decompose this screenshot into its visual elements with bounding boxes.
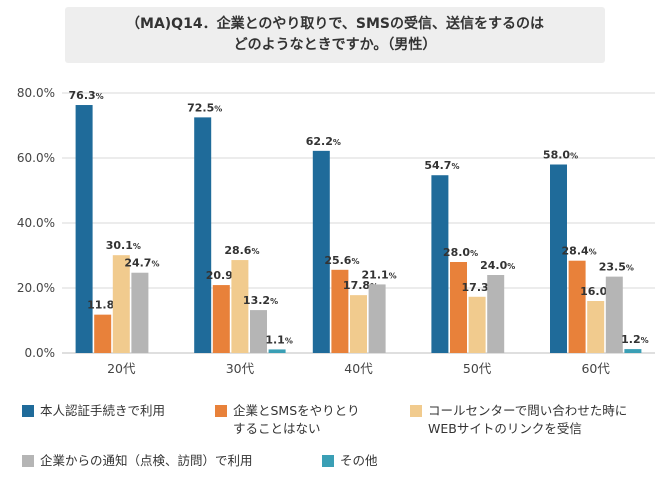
legend-label: コールセンターで問い合わせた時に WEBサイトのリンクを受信 bbox=[428, 403, 628, 436]
x-tick-label: 50代 bbox=[463, 361, 492, 376]
bar bbox=[131, 272, 149, 353]
chart-title-line-2: どのようなときですか。（男性） bbox=[233, 37, 437, 53]
bar bbox=[75, 105, 93, 354]
data-label: 30.1% bbox=[106, 239, 141, 252]
bar bbox=[468, 296, 486, 353]
data-label: 58.0% bbox=[543, 149, 578, 162]
legend-swatch bbox=[322, 455, 334, 467]
bar bbox=[568, 260, 586, 353]
data-label: 25.6% bbox=[324, 254, 359, 267]
bar bbox=[250, 310, 267, 353]
legend-label: 本人認証手続きで利用 bbox=[40, 403, 166, 418]
data-label: 13.2% bbox=[243, 294, 278, 307]
bar bbox=[94, 314, 112, 353]
bar bbox=[487, 275, 505, 353]
data-label: 21.1% bbox=[362, 268, 397, 281]
legend-swatch bbox=[22, 405, 34, 417]
legend-label: 企業とSMSをやりとり することはない bbox=[233, 403, 360, 436]
x-tick-label: 40代 bbox=[344, 361, 373, 376]
data-label: 72.5% bbox=[187, 101, 222, 114]
bar bbox=[450, 262, 467, 353]
bar bbox=[212, 285, 230, 353]
y-tick-label: 60.0% bbox=[17, 151, 55, 165]
legend-item: その他 bbox=[322, 452, 378, 470]
data-label: 62.2% bbox=[306, 135, 341, 148]
data-label: 1.1% bbox=[265, 333, 293, 346]
y-tick-label: 40.0% bbox=[17, 216, 55, 230]
legend-swatch bbox=[22, 455, 34, 467]
legend-item: 本人認証手続きで利用 bbox=[22, 402, 165, 420]
legend-swatch bbox=[410, 405, 422, 417]
bar bbox=[605, 276, 623, 353]
bar bbox=[112, 255, 130, 353]
bar bbox=[587, 301, 605, 353]
y-tick-label: 80.0% bbox=[17, 86, 55, 100]
x-tick-label: 20代 bbox=[107, 361, 136, 376]
legend-swatch bbox=[215, 405, 227, 417]
data-label: 28.6% bbox=[224, 244, 259, 257]
data-label: 23.5% bbox=[599, 261, 634, 274]
bar bbox=[368, 284, 386, 353]
bar bbox=[268, 349, 286, 353]
data-label: 28.0% bbox=[443, 246, 478, 259]
data-label: 28.4% bbox=[562, 245, 597, 258]
chart-title: （MA)Q14．企業とのやり取りで、SMSの受信、送信をするのは どのようなとき… bbox=[65, 7, 605, 63]
bar bbox=[312, 150, 330, 353]
data-label: 1.2% bbox=[621, 333, 649, 346]
legend-item: コールセンターで問い合わせた時に WEBサイトのリンクを受信 bbox=[410, 402, 627, 438]
chart-title-line-1: （MA)Q14．企業とのやり取りで、SMSの受信、送信をするのは bbox=[126, 16, 544, 32]
bar bbox=[550, 164, 567, 353]
bar bbox=[431, 175, 449, 353]
bar bbox=[194, 117, 212, 353]
x-tick-label: 30代 bbox=[226, 361, 255, 376]
y-tick-label: 0.0% bbox=[25, 346, 56, 360]
legend-item: 企業とSMSをやりとり することはない bbox=[215, 402, 360, 438]
legend-label: その他 bbox=[340, 453, 378, 468]
data-label: 54.7% bbox=[424, 159, 459, 172]
y-tick-label: 20.0% bbox=[17, 281, 55, 295]
bar-chart: 0.0%20.0%40.0%60.0%80.0%76.3%11.8%30.1%2… bbox=[17, 86, 655, 376]
bar bbox=[331, 269, 349, 353]
bar bbox=[231, 260, 249, 353]
bar bbox=[350, 295, 367, 353]
bar bbox=[624, 349, 642, 353]
data-label: 76.3% bbox=[69, 89, 104, 102]
legend-item: 企業からの通知（点検、訪問）で利用 bbox=[22, 452, 253, 470]
x-tick-label: 60代 bbox=[581, 361, 610, 376]
legend-label: 企業からの通知（点検、訪問）で利用 bbox=[40, 453, 253, 468]
data-label: 24.7% bbox=[124, 257, 159, 270]
data-label: 24.0% bbox=[480, 259, 515, 272]
